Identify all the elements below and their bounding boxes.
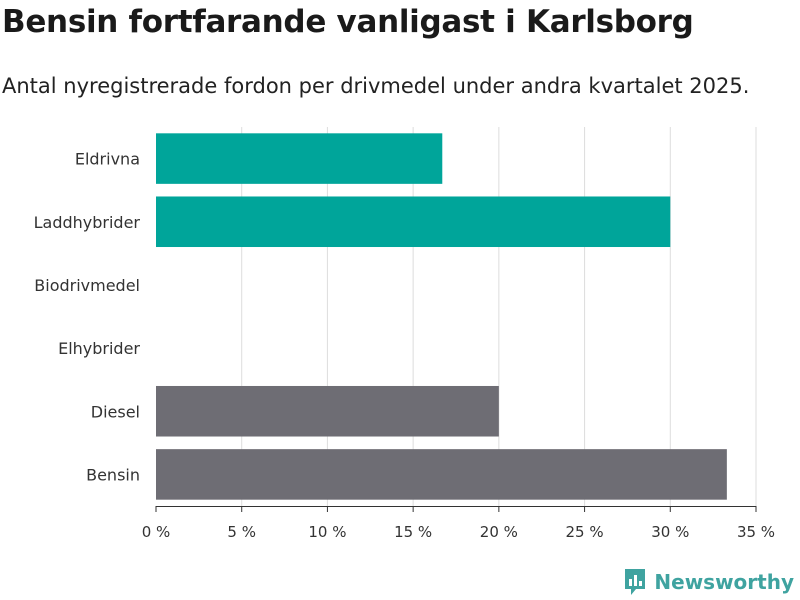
x-tick-label: 25 % [566, 523, 604, 541]
category-label: Biodrivmedel [34, 276, 140, 295]
category-label: Bensin [86, 465, 140, 484]
x-tick-label: 15 % [394, 523, 432, 541]
bar-laddhybrider [156, 196, 671, 248]
chart-subtitle: Antal nyregistrerade fordon per drivmede… [2, 74, 750, 98]
x-tick-label: 20 % [480, 523, 518, 541]
chart-title: Bensin fortfarande vanligast i Karlsborg [2, 4, 694, 40]
grid-lines [241, 127, 757, 506]
x-axis: 0 % 5 % 10 % 15 % 20 % 25 % 30 % 35 % [142, 506, 775, 541]
bar-chart: 0 % 5 % 10 % 15 % 20 % 25 % 30 % 35 % Eldrivna L… [34, 127, 775, 541]
x-tick-label: 35 % [737, 523, 775, 541]
category-labels: Eldrivna Laddhybrider Biodrivmedel Elhybrid… [34, 150, 141, 485]
x-tick-label: 5 % [227, 523, 256, 541]
x-tick-label: 0 % [142, 523, 171, 541]
category-label: Elhybrider [58, 339, 140, 358]
brand-name: Newsworthy [654, 570, 794, 594]
brand-logo: Newsworthy [623, 567, 794, 597]
bar-bensin [156, 449, 727, 500]
x-tick-label: 10 % [308, 523, 346, 541]
bar-diesel [156, 385, 499, 437]
bar-eldrivna [156, 133, 443, 184]
category-label: Laddhybrider [34, 213, 141, 232]
x-tick-label: 30 % [651, 523, 689, 541]
category-label: Diesel [91, 402, 140, 421]
category-label: Eldrivna [75, 150, 140, 169]
newsworthy-logo-icon [625, 569, 646, 595]
bars [156, 133, 727, 500]
